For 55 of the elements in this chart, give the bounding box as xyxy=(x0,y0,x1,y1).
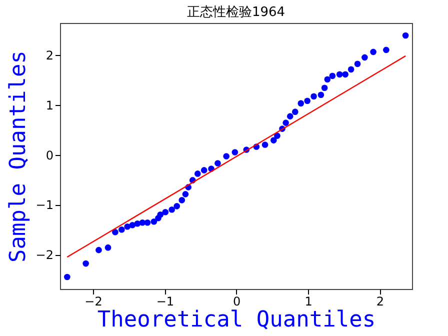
point xyxy=(282,120,289,126)
point xyxy=(310,93,317,100)
point xyxy=(144,219,151,226)
point xyxy=(329,72,336,80)
y-tick-label: 0 xyxy=(46,148,54,162)
point xyxy=(82,260,89,267)
point xyxy=(354,60,361,68)
point xyxy=(336,71,343,78)
x-tick-label: 1 xyxy=(304,294,312,308)
x-tick-label: 2 xyxy=(376,294,384,308)
point xyxy=(223,153,230,160)
point xyxy=(304,98,310,104)
y-tick-label: −2 xyxy=(36,248,54,262)
point xyxy=(112,228,118,236)
point xyxy=(182,191,189,198)
point xyxy=(286,113,294,120)
x-tick-label: −1 xyxy=(156,294,174,308)
x-tick-label: 0 xyxy=(233,294,241,308)
point xyxy=(383,46,390,54)
x-axis-title: Theoretical Quantiles xyxy=(97,308,376,332)
point xyxy=(96,246,102,254)
point xyxy=(274,132,280,139)
point xyxy=(214,160,221,166)
x-tick-label: −2 xyxy=(84,294,102,308)
point xyxy=(150,218,158,225)
y-tick-label: −1 xyxy=(36,198,54,212)
point xyxy=(348,66,354,73)
point xyxy=(124,223,131,230)
point xyxy=(321,84,328,92)
point xyxy=(200,167,208,174)
point xyxy=(292,108,298,115)
point xyxy=(174,203,180,210)
point xyxy=(262,142,268,148)
y-tick-label: 2 xyxy=(46,48,54,62)
point xyxy=(178,197,186,204)
point xyxy=(168,206,175,213)
point xyxy=(402,32,409,39)
point xyxy=(104,244,112,251)
point xyxy=(318,92,324,98)
y-axis-title: Sample Quantiles xyxy=(6,50,31,262)
y-tick-label: 1 xyxy=(46,98,54,112)
point xyxy=(64,274,70,280)
point xyxy=(232,149,238,156)
point xyxy=(129,222,136,228)
point xyxy=(270,137,277,144)
point xyxy=(118,226,125,233)
point xyxy=(370,48,376,56)
point xyxy=(194,170,201,177)
chart-title: 正态性检验1964 xyxy=(186,5,286,20)
point xyxy=(324,76,331,83)
point xyxy=(362,54,368,61)
point xyxy=(298,100,304,107)
point xyxy=(162,208,169,216)
point xyxy=(157,211,164,218)
point xyxy=(342,71,348,78)
